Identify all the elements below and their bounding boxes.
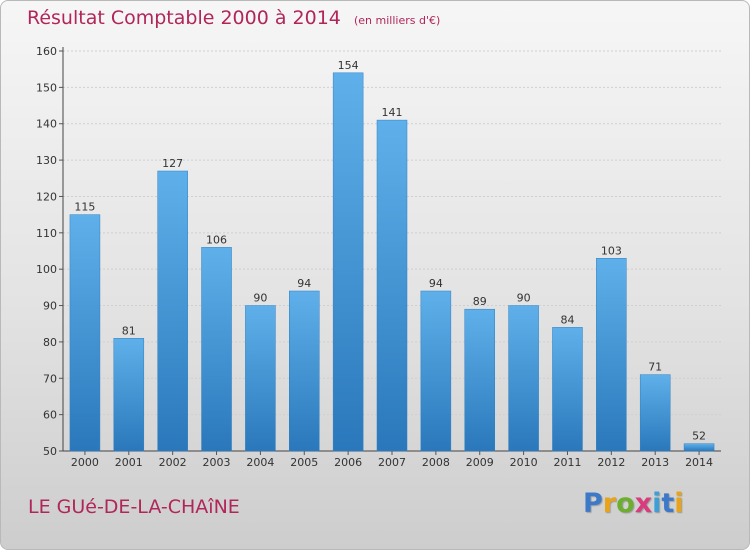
commune-name: LE GUé-DE-LA-CHAîNE xyxy=(28,496,240,518)
data-label: 103 xyxy=(601,244,622,257)
data-label: 94 xyxy=(297,277,311,290)
bar-2002 xyxy=(157,170,188,452)
data-label: 81 xyxy=(122,324,136,337)
x-tick-label: 2000 xyxy=(71,456,99,469)
bar-2009 xyxy=(464,308,495,452)
brand-letter: x xyxy=(634,488,653,519)
brand-logo: Proxiti xyxy=(583,488,684,519)
brand-letter: P xyxy=(583,488,603,519)
data-label: 106 xyxy=(206,233,227,246)
bar-2000 xyxy=(69,214,101,452)
bar-2012 xyxy=(596,258,627,452)
brand-letter: i xyxy=(652,488,662,519)
x-tick-label: 2009 xyxy=(466,456,494,469)
data-label: 71 xyxy=(648,361,662,374)
axes: 50 60 70 80 90 100 110 120 130 140 150 160 2000 2001 2… xyxy=(36,45,721,469)
x-tick-label: 2007 xyxy=(378,456,406,469)
data-label: 141 xyxy=(382,106,403,119)
data-label: 89 xyxy=(473,295,487,308)
bars xyxy=(69,72,715,452)
data-label: 154 xyxy=(338,59,359,72)
bar-2004 xyxy=(245,305,276,452)
data-label: 84 xyxy=(560,313,574,326)
x-tick-label: 2003 xyxy=(203,456,231,469)
brand-letter: o xyxy=(616,488,635,519)
x-tick-label: 2006 xyxy=(334,456,362,469)
y-tick-label: 90 xyxy=(43,300,57,313)
bar-2008 xyxy=(420,290,452,452)
bar-2005 xyxy=(289,290,320,452)
data-labels: 115 81 127 106 90 94 154 141 94 89 90 84 103 71 52 xyxy=(74,59,706,443)
data-label: 90 xyxy=(517,292,531,305)
x-tick-label: 2004 xyxy=(246,456,274,469)
x-tick-label: 2012 xyxy=(597,456,625,469)
data-label: 52 xyxy=(692,430,706,443)
y-tick-label: 100 xyxy=(36,263,57,276)
chart-subtitle: (en milliers d'€) xyxy=(353,14,441,27)
bar-2010 xyxy=(508,305,539,452)
data-label: 127 xyxy=(162,157,183,170)
x-tick-label: 2011 xyxy=(553,456,581,469)
x-tick-label: 2014 xyxy=(685,456,713,469)
bar-2011 xyxy=(552,327,583,452)
y-tick-label: 50 xyxy=(43,445,57,458)
x-tick-label: 2008 xyxy=(422,456,450,469)
y-tick-label: 60 xyxy=(43,409,57,422)
bar-2013 xyxy=(639,374,671,452)
y-tick-label: 130 xyxy=(36,154,57,167)
x-tick-label: 2005 xyxy=(290,456,318,469)
data-label: 94 xyxy=(429,277,443,290)
y-tick-label: 110 xyxy=(36,227,57,240)
x-tick-label: 2002 xyxy=(159,456,187,469)
y-tick-label: 70 xyxy=(43,372,57,385)
x-tick-label: 2013 xyxy=(641,456,669,469)
y-tick-label: 80 xyxy=(43,336,57,349)
bar-2006 xyxy=(332,72,364,452)
x-tick-label: 2001 xyxy=(115,456,143,469)
y-tick-label: 160 xyxy=(36,45,57,58)
brand-letter: i xyxy=(674,488,684,519)
bar-2001 xyxy=(113,338,145,452)
title-row: Résultat Comptable 2000 à 2014 (en milli… xyxy=(27,7,440,29)
x-tick-label: 2010 xyxy=(510,456,538,469)
data-label: 115 xyxy=(74,201,95,214)
bar-2003 xyxy=(201,247,232,452)
brand-letter: t xyxy=(661,488,675,519)
bar-2014 xyxy=(683,443,715,452)
y-tick-label: 140 xyxy=(36,118,57,131)
y-tick-label: 150 xyxy=(36,81,57,94)
chart-title: Résultat Comptable 2000 à 2014 xyxy=(27,7,341,29)
data-label: 90 xyxy=(253,292,267,305)
y-tick-label: 120 xyxy=(36,190,57,203)
brand-letter: r xyxy=(602,488,617,519)
bar-2007 xyxy=(376,119,408,452)
